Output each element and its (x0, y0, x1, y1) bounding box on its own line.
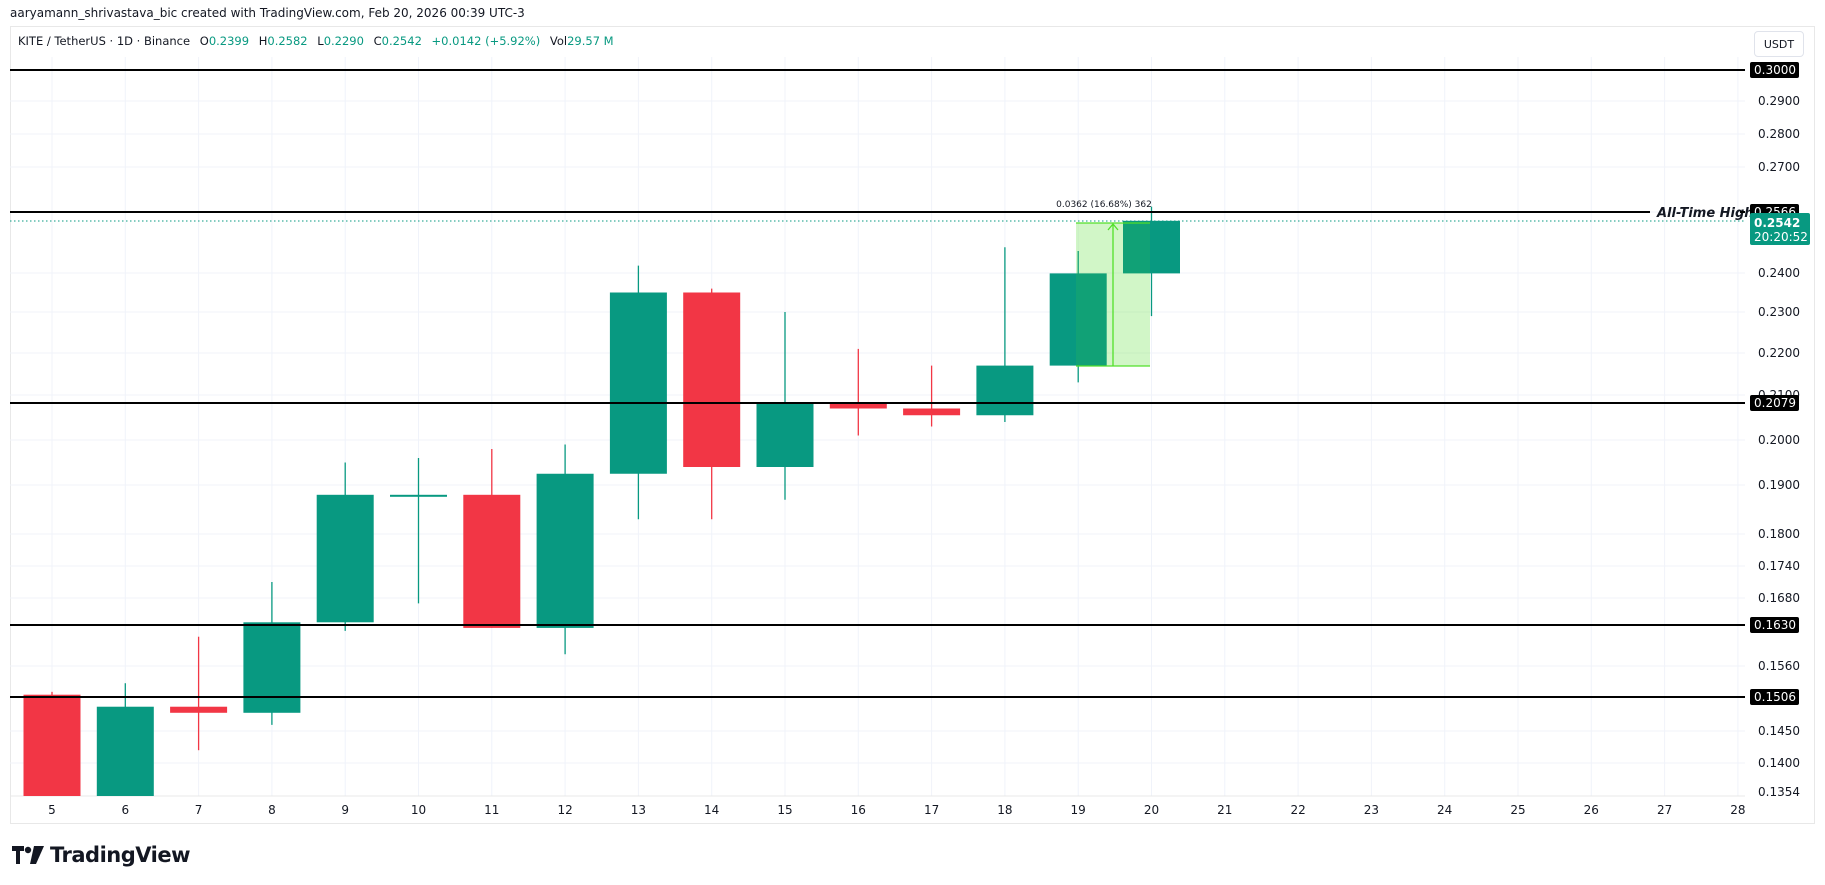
candle[interactable] (829, 348, 887, 436)
time-axis[interactable]: 5 6 7 8 9 10 11 12 13 14 15 16 17 18 19 20 21 22 23 24 25 26 2… (48, 803, 1745, 817)
date-tick: 10 (411, 803, 426, 817)
tradingview-logo-icon (12, 846, 44, 864)
candle[interactable] (536, 444, 594, 655)
price-tick: 0.1800 (1758, 527, 1800, 541)
candle[interactable] (756, 312, 814, 500)
low-value: 0.2290 (323, 34, 364, 48)
currency-unit-button[interactable]: USDT (1754, 31, 1804, 57)
price-tick: 0.2700 (1758, 160, 1800, 174)
price-axis[interactable]: 0.29000.28000.27000.24000.23000.22000.21… (1750, 62, 1810, 799)
date-tick: 9 (341, 803, 349, 817)
date-tick: 6 (121, 803, 129, 817)
date-tick: 8 (268, 803, 276, 817)
high-value: 0.2582 (267, 34, 308, 48)
candles (23, 206, 1180, 796)
symbol-legend: KITE / TetherUS · 1D · Binance O0.2399 H… (18, 34, 614, 48)
candle[interactable] (170, 636, 228, 751)
candle[interactable] (976, 247, 1034, 422)
price-tick: 0.1400 (1758, 756, 1800, 770)
close-value: 0.2542 (381, 34, 422, 48)
date-tick: 21 (1217, 803, 1232, 817)
date-tick: 19 (1071, 803, 1086, 817)
price-tick: 0.1900 (1758, 478, 1800, 492)
price-tick: 0.2300 (1758, 305, 1800, 319)
volume-value: 29.57 M (567, 34, 614, 48)
date-tick: 22 (1290, 803, 1305, 817)
price-tick: 0.2800 (1758, 127, 1800, 141)
open-value: 0.2399 (208, 34, 250, 48)
price-tick: 0.2200 (1758, 346, 1800, 360)
date-tick: 16 (851, 803, 866, 817)
line-price-tag: 0.3000 (1754, 63, 1796, 77)
candle[interactable] (1049, 250, 1107, 383)
candle[interactable] (683, 288, 741, 520)
price-tick: 0.1740 (1758, 559, 1800, 573)
candle[interactable] (609, 265, 667, 520)
date-tick: 18 (997, 803, 1012, 817)
price-tick: 0.1680 (1758, 591, 1800, 605)
date-tick: 17 (924, 803, 939, 817)
date-tick: 13 (631, 803, 646, 817)
price-tick: 0.2000 (1758, 433, 1800, 447)
bar-countdown: 20:20:52 (1754, 230, 1808, 244)
candle[interactable] (96, 683, 154, 796)
horizontal-line[interactable]: All-Time High (10, 206, 1754, 221)
date-tick: 26 (1584, 803, 1599, 817)
measure-label: 0.0362 (16.68%) 362 (1056, 200, 1152, 210)
price-tick: 0.1450 (1758, 724, 1800, 738)
date-tick: 15 (777, 803, 792, 817)
line-price-tag: 0.2079 (1754, 396, 1796, 410)
candle[interactable] (463, 449, 521, 628)
last-price-tag: 0.2542 (1754, 216, 1800, 230)
line-price-tag: 0.1506 (1754, 690, 1796, 704)
tradingview-logo: TradingView (12, 843, 190, 867)
line-price-tag: 0.1630 (1754, 618, 1796, 632)
date-tick: 11 (484, 803, 499, 817)
candle[interactable] (23, 691, 81, 796)
price-tick: 0.2400 (1758, 266, 1800, 280)
date-tick: 28 (1730, 803, 1745, 817)
candle[interactable] (903, 365, 961, 427)
price-tick: 0.2900 (1758, 94, 1800, 108)
date-tick: 27 (1657, 803, 1672, 817)
date-tick: 7 (195, 803, 203, 817)
candle[interactable] (1123, 206, 1180, 317)
symbol-name[interactable]: KITE / TetherUS · 1D · Binance (18, 34, 191, 48)
change-value: +0.0142 (+5.92%) (431, 34, 541, 48)
date-tick: 14 (704, 803, 719, 817)
date-tick: 20 (1144, 803, 1159, 817)
all-time-high-label: All-Time High (1656, 206, 1754, 221)
chart-credit: aaryamann_shrivastava_bic created with T… (10, 6, 525, 20)
candle[interactable] (243, 582, 301, 725)
candle[interactable] (316, 462, 374, 631)
price-tick: 0.1354 (1758, 785, 1800, 799)
candle[interactable] (390, 458, 447, 604)
price-tick: 0.1560 (1758, 659, 1800, 673)
measure-overlay: 0.0362 (16.68%) 362 (1056, 200, 1152, 367)
chart-frame (10, 26, 1815, 824)
date-tick: 23 (1364, 803, 1379, 817)
date-tick: 25 (1510, 803, 1525, 817)
date-tick: 5 (48, 803, 56, 817)
date-tick: 12 (557, 803, 572, 817)
date-tick: 24 (1437, 803, 1452, 817)
